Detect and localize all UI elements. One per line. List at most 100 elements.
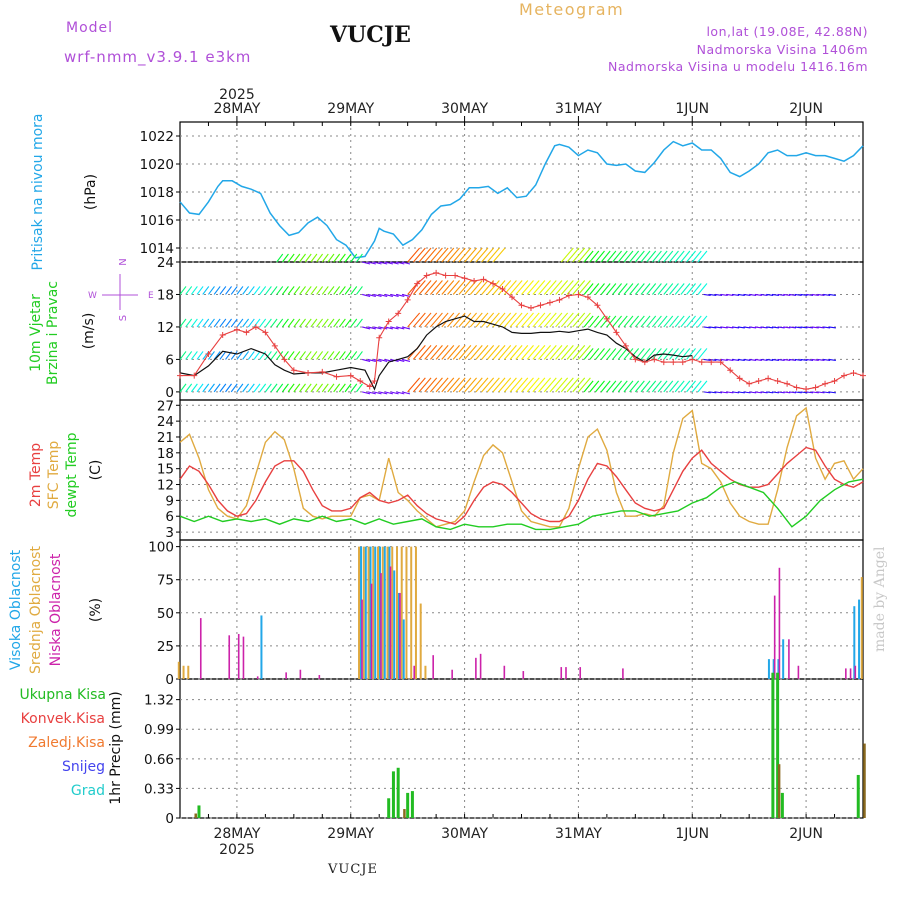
cloud-frame	[179, 539, 864, 680]
wind-barb	[788, 326, 797, 329]
high-cloud-bar	[397, 592, 400, 679]
total-precip-bar	[391, 771, 395, 818]
wind-gust-marker	[376, 334, 383, 341]
low-cloud-bar	[788, 639, 790, 679]
wind-gust-marker	[490, 280, 497, 287]
temperature-ytick-label: 18	[157, 446, 174, 462]
wind-barb	[361, 358, 371, 362]
wind-barb	[253, 351, 261, 360]
wind-barb	[714, 293, 723, 297]
wind-barb	[492, 377, 506, 393]
wind-gust-marker	[774, 378, 781, 385]
wind-barb	[469, 312, 483, 328]
mid-cloud-bar	[372, 546, 375, 679]
wind-barb	[264, 383, 272, 393]
wind-barb	[441, 280, 455, 295]
low-cloud-bar	[237, 633, 240, 679]
wind-barb	[680, 315, 691, 328]
wind-barb	[669, 283, 679, 295]
wind-barb	[800, 293, 808, 297]
low-cloud-bar	[479, 653, 482, 679]
wind-barb	[213, 318, 221, 328]
high-cloud-bar	[364, 546, 367, 679]
wind-barb	[299, 383, 306, 393]
wind-barb	[629, 250, 640, 263]
wind-barb	[190, 383, 198, 393]
wind-barb	[828, 358, 836, 361]
wind-barb	[538, 312, 551, 328]
wind-barb	[219, 351, 227, 360]
wind-barb	[595, 250, 605, 263]
cloud-ytick-label: 50	[157, 606, 174, 622]
wind-barb	[458, 280, 472, 295]
wind-barb	[486, 280, 500, 295]
wind-barb	[760, 293, 768, 297]
wind-barb	[230, 383, 238, 393]
wind-barb	[247, 318, 255, 328]
mid-cloud-label: Srednja Oblacnost	[28, 546, 44, 674]
wind-barb	[344, 253, 352, 263]
cloud-ytick-label: 25	[157, 639, 174, 655]
wind-barb	[464, 377, 478, 393]
wind-gust-marker	[651, 356, 658, 363]
low-cloud-bar	[778, 567, 781, 679]
wind-barb	[259, 318, 267, 328]
wind-barb	[572, 312, 586, 328]
wind-barb	[441, 345, 455, 360]
wind-gust-marker	[632, 356, 639, 363]
wind-barb	[806, 358, 814, 361]
wind-barb	[629, 283, 640, 295]
wind-barb	[726, 358, 734, 361]
wind-barb	[526, 280, 540, 295]
low-cloud-bar	[622, 668, 624, 679]
wind-barb	[287, 286, 295, 295]
wind-barb	[623, 380, 634, 393]
wind-barb	[691, 348, 702, 360]
high-cloud-bar	[772, 659, 775, 679]
low-cloud-bar	[432, 655, 434, 679]
wind-barb	[469, 247, 483, 263]
wind-barb	[646, 348, 657, 360]
wind-barb	[447, 377, 460, 393]
wind-barb	[219, 383, 227, 393]
wind-gust-marker	[191, 372, 198, 379]
pressure-ytick-label: 1020	[140, 157, 174, 173]
wind-gust-marker	[219, 332, 226, 339]
wind-barb	[686, 250, 696, 263]
high-cloud-bar	[388, 546, 391, 679]
wind-barb	[640, 315, 651, 328]
wind-barb	[629, 348, 640, 360]
wind-barb	[481, 345, 495, 360]
wind-barb	[179, 318, 187, 328]
wind-barbs	[179, 247, 836, 395]
dewpt-label: dewpt Temp	[64, 432, 80, 517]
top-day-label: 31MAY	[555, 101, 602, 117]
wind-barb	[350, 253, 358, 263]
wind-barb	[549, 312, 563, 328]
wind-barb	[236, 318, 244, 328]
wind-barb	[771, 293, 780, 297]
wind-gust-marker	[812, 384, 819, 391]
wind-barb	[430, 312, 443, 328]
wind-barb	[202, 286, 210, 295]
wind-barb	[743, 293, 751, 297]
temperature-ytick-label: 21	[157, 430, 174, 446]
wind-barb	[452, 247, 466, 263]
wind-barb	[270, 318, 278, 328]
wind-barb	[213, 351, 221, 360]
wind-barb	[293, 383, 301, 393]
compass-west: W	[88, 291, 97, 301]
wind-barb	[754, 358, 762, 361]
wind-gust-marker	[689, 356, 696, 363]
wind-gust-marker	[746, 380, 753, 387]
temperature-ytick-label: 24	[157, 414, 174, 430]
pressure-line	[179, 140, 864, 259]
wind-barb	[225, 383, 232, 393]
bottom-day-label: 28MAY	[213, 826, 260, 842]
wind-barb	[572, 345, 586, 360]
wind-gust-marker	[765, 375, 772, 382]
wind-barb	[749, 293, 757, 297]
wind-gust-marker	[333, 373, 340, 380]
wind-barb	[424, 377, 438, 393]
bottom-day-label: 31MAY	[555, 826, 602, 842]
